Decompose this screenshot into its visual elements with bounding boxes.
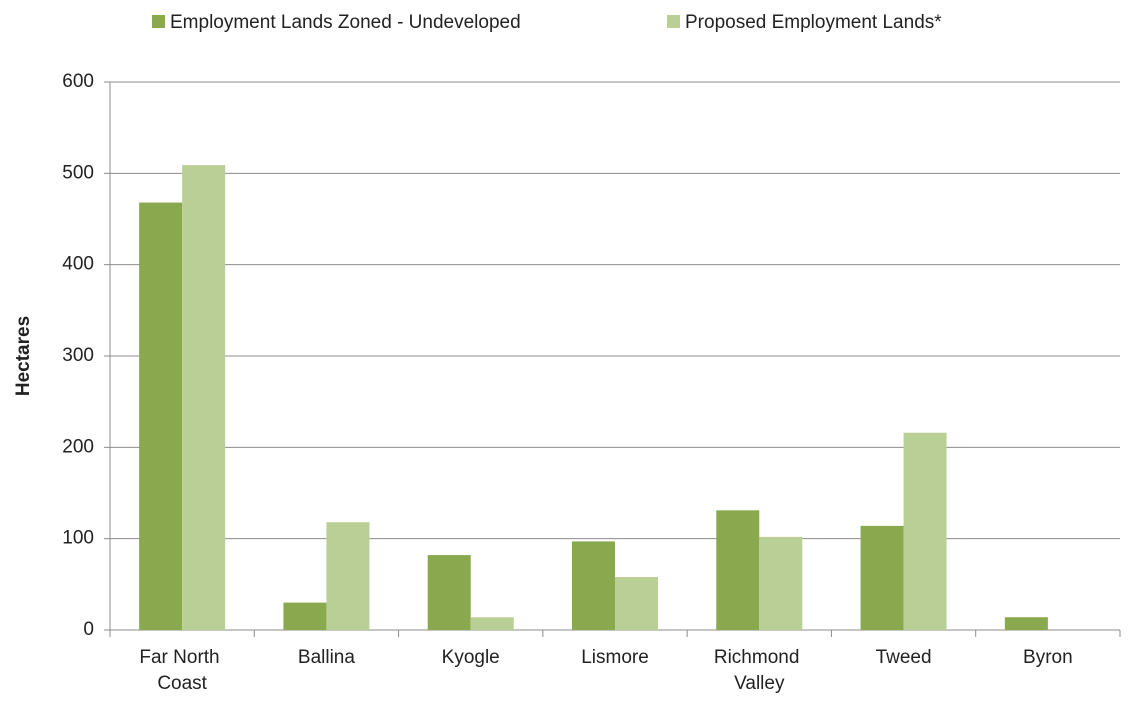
legend-label: Employment Lands Zoned - Undeveloped bbox=[170, 12, 521, 33]
bar bbox=[759, 536, 803, 630]
bar bbox=[470, 617, 514, 630]
bar bbox=[427, 555, 471, 630]
bar bbox=[903, 432, 947, 630]
x-tick-label: Far North Coast bbox=[139, 647, 225, 694]
legend-label: Proposed Employment Lands* bbox=[685, 12, 942, 33]
legend-swatch bbox=[152, 15, 165, 28]
bar bbox=[283, 602, 327, 630]
x-tick-label: Byron bbox=[1023, 647, 1073, 668]
y-tick-label: 300 bbox=[62, 345, 94, 366]
bar bbox=[182, 165, 226, 630]
y-tick-label: 400 bbox=[62, 254, 94, 275]
y-tick-label: 100 bbox=[62, 528, 94, 549]
bar bbox=[572, 541, 615, 630]
y-axis-label: Hectares bbox=[13, 316, 34, 396]
x-tick-label: Kyogle bbox=[442, 647, 500, 668]
legend-swatch bbox=[667, 15, 680, 28]
bar bbox=[326, 522, 370, 630]
x-tick-label: Lismore bbox=[581, 647, 649, 668]
y-tick-label: 500 bbox=[62, 162, 94, 183]
y-tick-label: 0 bbox=[83, 619, 94, 640]
x-tick-label: Richmond Valley bbox=[714, 647, 805, 694]
bar bbox=[615, 577, 658, 630]
y-tick-label: 200 bbox=[62, 436, 94, 457]
bar bbox=[1004, 617, 1048, 630]
bar bbox=[139, 202, 183, 630]
bar bbox=[860, 525, 904, 630]
y-tick-label: 600 bbox=[62, 71, 94, 92]
bar bbox=[716, 510, 760, 630]
x-tick-label: Tweed bbox=[876, 647, 932, 668]
x-tick-label: Ballina bbox=[298, 647, 355, 668]
